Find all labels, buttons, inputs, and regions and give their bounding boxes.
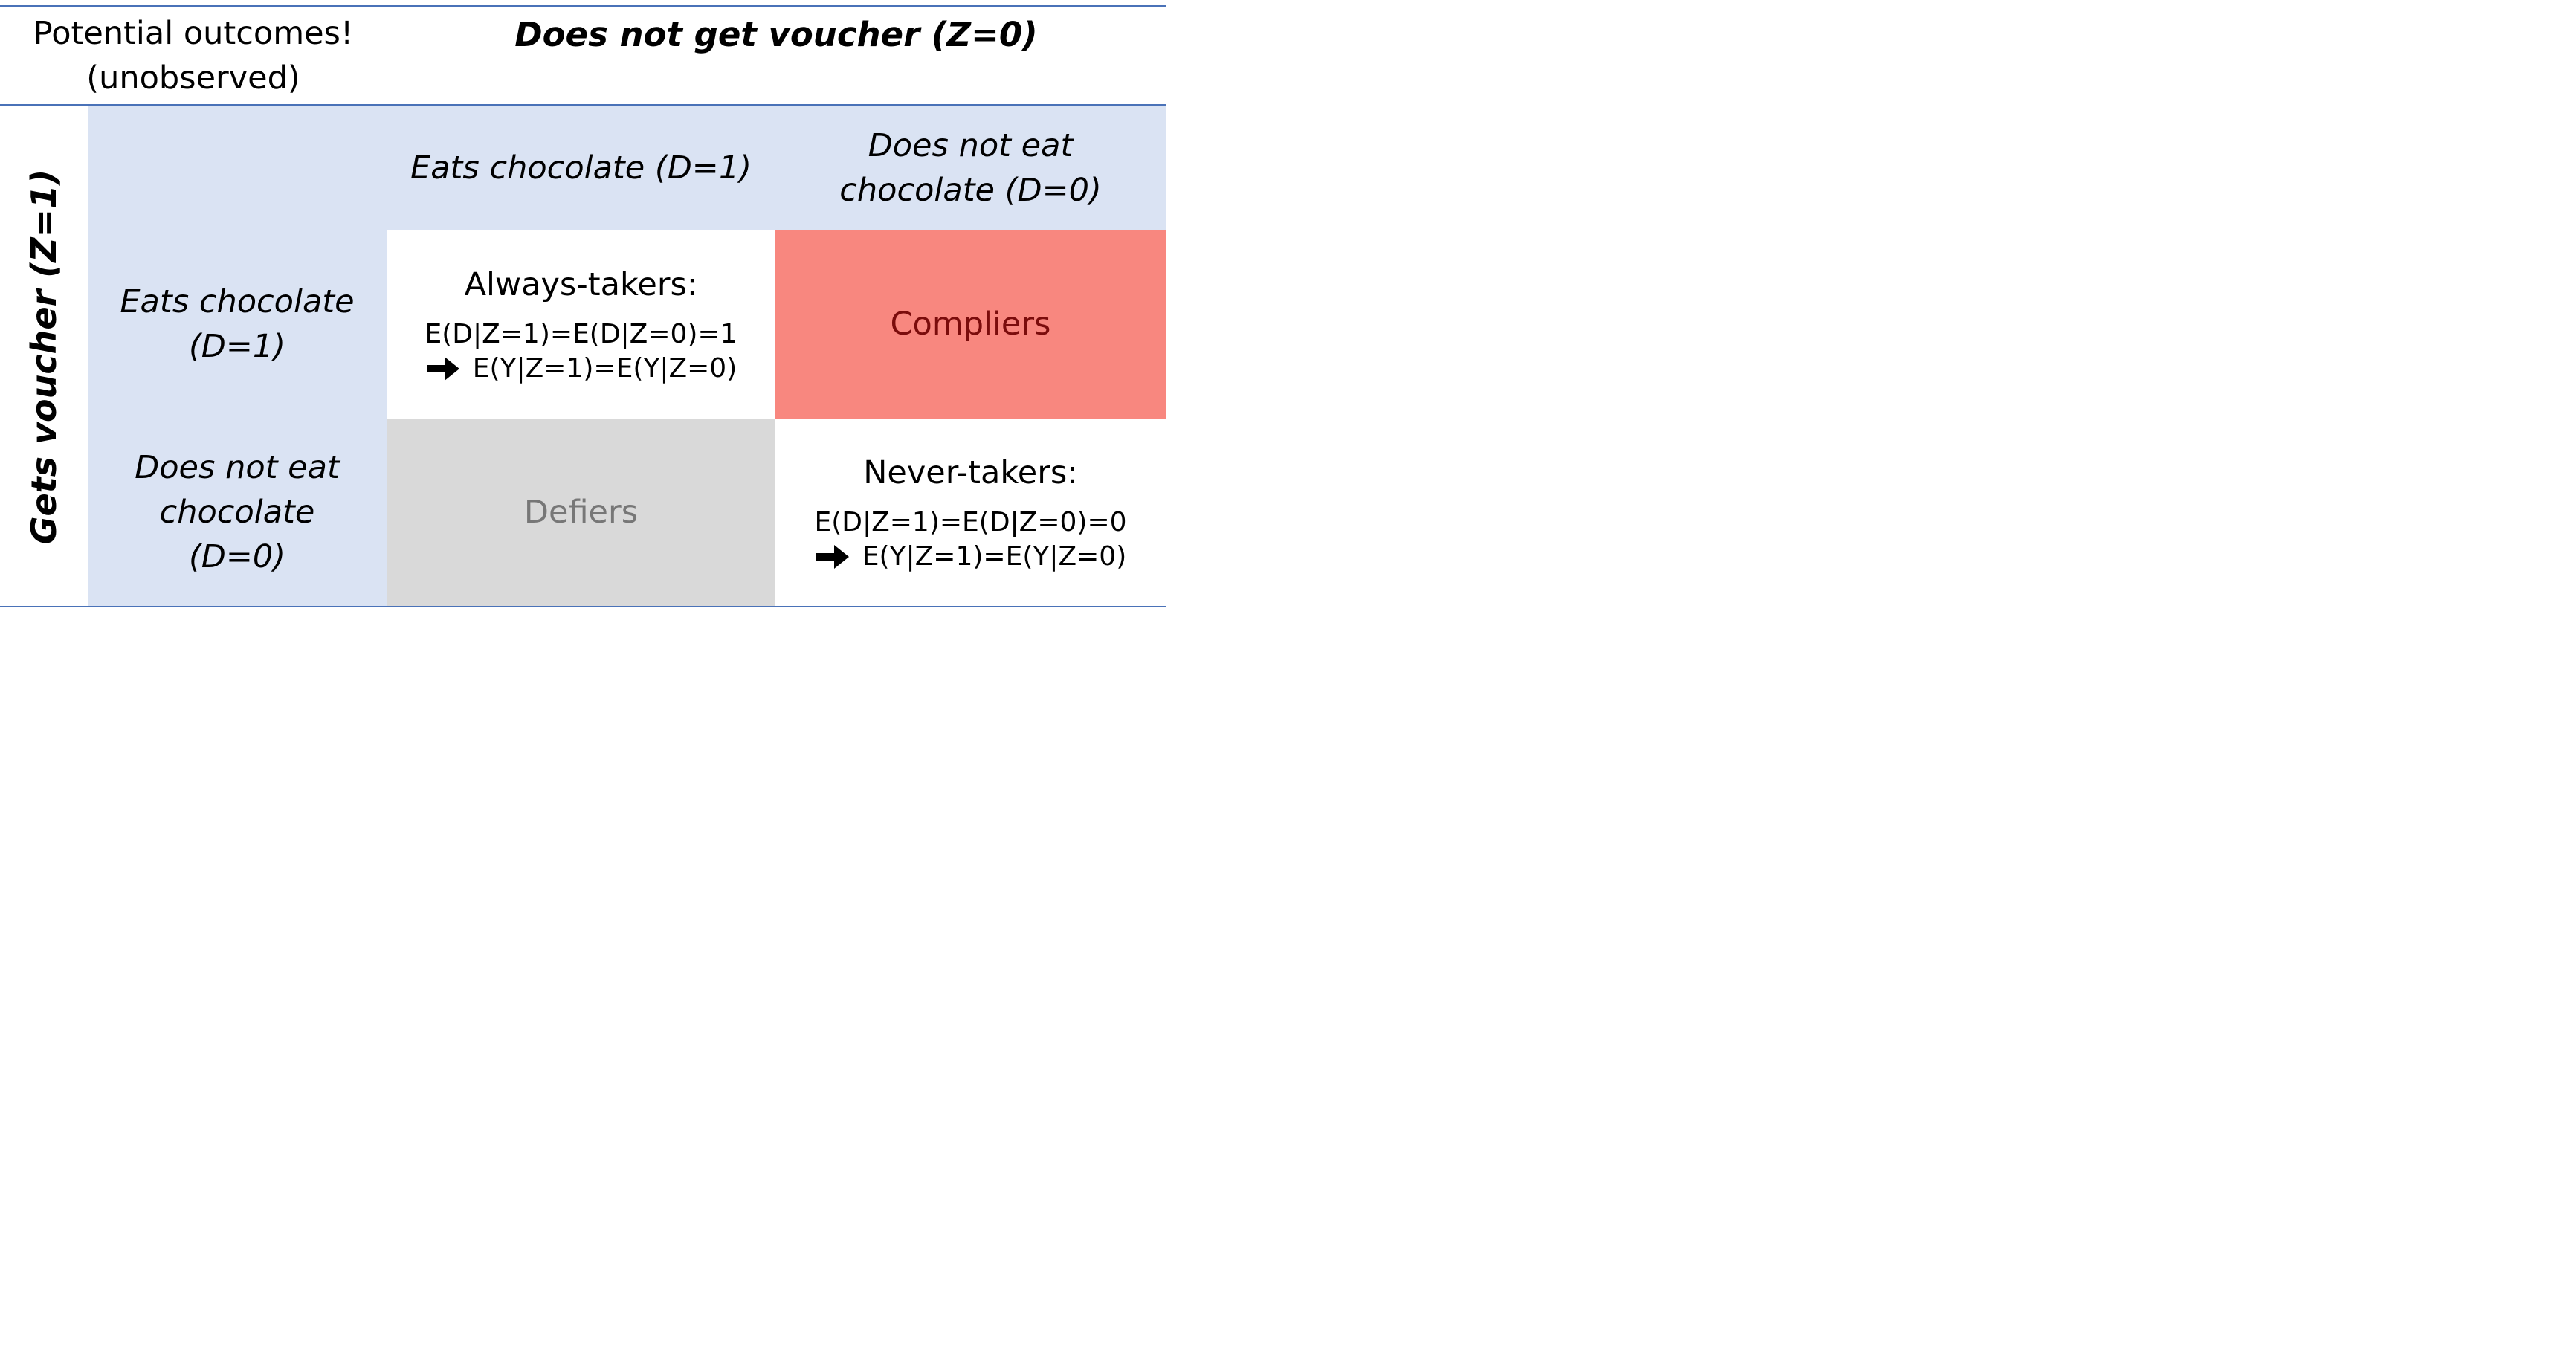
right-arrow-icon (426, 357, 459, 381)
never-takers-eq2-row: E(Y|Z=1)=E(Y|Z=0) (815, 540, 1127, 574)
z0-header-text: Does not get voucher (Z=0) (514, 14, 1038, 54)
compliers-cell: Compliers (775, 230, 1166, 419)
col-header-eats-text: Eats chocolate (D=1) (410, 149, 752, 187)
row-header-noeat-line1: Does not eat (135, 449, 340, 486)
never-takers-eq1: E(D|Z=1)=E(D|Z=0)=0 (814, 507, 1127, 537)
corner-label-line1: Potential outcomes! (33, 14, 354, 52)
always-takers-cell: Always-takers: E(D|Z=1)=E(D|Z=0)=1 E(Y|Z… (387, 230, 775, 419)
blue-header-band (88, 106, 1166, 230)
never-takers-eq2: E(Y|Z=1)=E(Y|Z=0) (862, 541, 1127, 572)
col-header-noeat-line1: Does not eat (868, 126, 1074, 164)
defiers-label: Defiers (523, 494, 639, 531)
always-takers-eq2: E(Y|Z=1)=E(Y|Z=0) (472, 353, 737, 384)
col-header-eats: Eats chocolate (D=1) (387, 106, 775, 230)
col-header-noeat-line2: chocolate (D=0) (839, 171, 1102, 209)
corner-label: Potential outcomes! (unobserved) (0, 7, 387, 104)
top-rule (0, 5, 1166, 7)
always-takers-eq1: E(D|Z=1)=E(D|Z=0)=1 (425, 319, 737, 349)
row-header-eats-line1: Eats chocolate (120, 283, 355, 320)
row-header-eats-line2: (D=1) (188, 328, 286, 365)
never-takers-cell: Never-takers: E(D|Z=1)=E(D|Z=0)=0 E(Y|Z=… (775, 419, 1166, 606)
row-header-eats: Eats chocolate (D=1) (88, 230, 387, 419)
never-takers-title: Never-takers: (863, 454, 1078, 491)
z1-header-text: Gets voucher (Z=1) (24, 169, 64, 544)
header-rule (0, 104, 1166, 106)
corner-label-line2: (unobserved) (86, 59, 300, 97)
z1-header: Gets voucher (Z=1) (0, 106, 88, 607)
compliers-label: Compliers (890, 306, 1051, 343)
row-header-noeat-line2: chocolate (159, 494, 315, 531)
row-header-noeat: Does not eat chocolate (D=0) (88, 419, 387, 606)
z0-header: Does not get voucher (Z=0) (387, 7, 1166, 62)
defiers-cell: Defiers (387, 419, 775, 606)
right-arrow-icon (816, 545, 849, 569)
always-takers-title: Always-takers: (464, 266, 698, 303)
row-header-noeat-line3: (D=0) (188, 538, 286, 575)
blue-row-header-band (88, 230, 387, 606)
col-header-noeat: Does not eat chocolate (D=0) (775, 106, 1166, 230)
bottom-rule (0, 606, 1166, 607)
always-takers-eq2-row: E(Y|Z=1)=E(Y|Z=0) (425, 352, 737, 386)
